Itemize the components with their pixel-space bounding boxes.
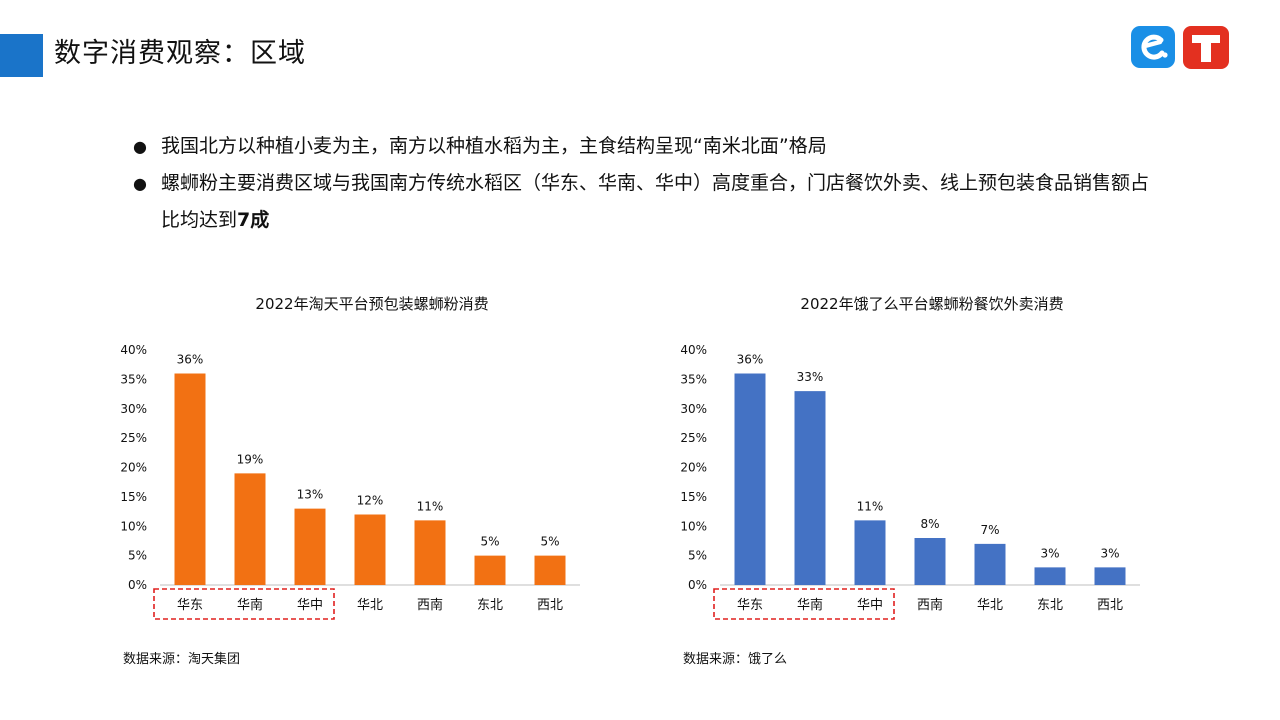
bar <box>294 508 326 585</box>
bullet-emphasis: 7成 <box>237 209 270 231</box>
y-tick-label: 20% <box>680 461 707 475</box>
data-label: 3% <box>1100 546 1119 560</box>
y-tick-label: 30% <box>680 402 707 416</box>
x-tick-label: 西南 <box>917 597 943 613</box>
taotian-icon <box>1183 26 1229 69</box>
y-tick-label: 20% <box>120 461 147 475</box>
data-label: 12% <box>357 494 384 508</box>
bar <box>794 391 826 585</box>
data-label: 36% <box>737 353 764 367</box>
y-tick-label: 0% <box>688 578 707 592</box>
chart-title: 2022年淘天平台预包装螺蛳粉消费 <box>255 295 489 313</box>
x-tick-label: 东北 <box>1037 598 1063 613</box>
y-tick-label: 0% <box>128 578 147 592</box>
bullet-list: ● 我国北方以种植小麦为主，南方以种植水稻为主，主食结构呈现“南米北面”格局 ●… <box>133 128 1163 239</box>
data-label: 11% <box>417 499 444 513</box>
x-tick-label: 华东 <box>737 598 763 613</box>
y-tick-label: 35% <box>680 372 707 386</box>
bar <box>354 514 386 585</box>
highlight-box <box>153 588 335 620</box>
data-label: 33% <box>797 370 824 384</box>
data-label: 8% <box>920 517 939 531</box>
bullet-text: 螺蛳粉主要消费区域与我国南方传统水稻区（华东、华南、华中）高度重合，门店餐饮外卖… <box>161 172 1150 231</box>
bar <box>534 555 566 585</box>
y-tick-label: 30% <box>120 402 147 416</box>
y-tick-label: 5% <box>128 549 147 563</box>
data-label: 5% <box>480 535 499 549</box>
page-title: 数字消费观察：区域 <box>54 38 306 69</box>
bar <box>734 373 766 585</box>
bullet-item: ● 螺蛳粉主要消费区域与我国南方传统水稻区（华东、华南、华中）高度重合，门店餐饮… <box>133 165 1163 239</box>
x-tick-label: 华北 <box>977 598 1003 613</box>
data-label: 19% <box>237 452 264 466</box>
y-tick-label: 5% <box>688 549 707 563</box>
y-tick-label: 25% <box>680 431 707 445</box>
x-tick-label: 华北 <box>357 598 383 613</box>
y-tick-label: 40% <box>120 343 147 357</box>
data-label: 5% <box>540 535 559 549</box>
y-tick-label: 15% <box>120 490 147 504</box>
bullet-dot-icon: ● <box>133 137 147 156</box>
chart-plot: 0% 5% 10% 15% 20% 25% 30% 35% 40% 36% 华东 33% 华南 11% 华中… <box>680 343 1140 620</box>
bar <box>474 555 506 585</box>
chart-taotian: 2022年淘天平台预包装螺蛳粉消费 0% 5% 10% 15% 20% 25% 30% 35%… <box>112 285 632 675</box>
x-tick-label: 西南 <box>417 597 443 613</box>
x-tick-label: 华南 <box>237 597 263 613</box>
highlight-box <box>713 588 895 620</box>
chart-source: 数据来源：饿了么 <box>683 652 788 667</box>
bar <box>1094 567 1126 585</box>
bar <box>414 520 446 585</box>
y-tick-label: 40% <box>680 343 707 357</box>
data-label: 3% <box>1040 546 1059 560</box>
title-accent-bar <box>0 34 43 77</box>
chart-plot: 0% 5% 10% 15% 20% 25% 30% 35% 40% 36% 华东 19% 华南 13% 华中… <box>120 343 580 620</box>
y-tick-label: 25% <box>120 431 147 445</box>
x-tick-label: 华东 <box>177 598 203 613</box>
chart-source: 数据来源：淘天集团 <box>123 652 241 667</box>
x-tick-label: 华南 <box>797 597 823 613</box>
bar <box>234 473 266 585</box>
eleme-icon <box>1131 26 1175 68</box>
bar <box>974 543 1006 585</box>
chart-eleme: 2022年饿了么平台螺蛳粉餐饮外卖消费 0% 5% 10% 15% 20% 25% 30% 3… <box>672 285 1192 675</box>
x-tick-label: 西北 <box>1097 598 1123 613</box>
bar <box>914 538 946 585</box>
x-tick-label: 华中 <box>297 598 323 613</box>
y-tick-label: 10% <box>120 519 147 533</box>
y-tick-label: 15% <box>680 490 707 504</box>
data-label: 7% <box>980 523 999 537</box>
x-tick-label: 西北 <box>537 598 563 613</box>
data-label: 36% <box>177 353 204 367</box>
y-tick-label: 35% <box>120 372 147 386</box>
bar <box>174 373 206 585</box>
bullet-item: ● 我国北方以种植小麦为主，南方以种植水稻为主，主食结构呈现“南米北面”格局 <box>133 128 1163 165</box>
bar <box>1034 567 1066 585</box>
chart-title: 2022年饿了么平台螺蛳粉餐饮外卖消费 <box>800 295 1064 313</box>
data-label: 11% <box>857 499 884 513</box>
bullet-dot-icon: ● <box>133 174 147 193</box>
x-tick-label: 东北 <box>477 598 503 613</box>
data-label: 13% <box>297 488 324 502</box>
x-tick-label: 华中 <box>857 598 883 613</box>
bullet-text: 我国北方以种植小麦为主，南方以种植水稻为主，主食结构呈现“南米北面”格局 <box>161 135 827 157</box>
bar <box>854 520 886 585</box>
y-tick-label: 10% <box>680 519 707 533</box>
